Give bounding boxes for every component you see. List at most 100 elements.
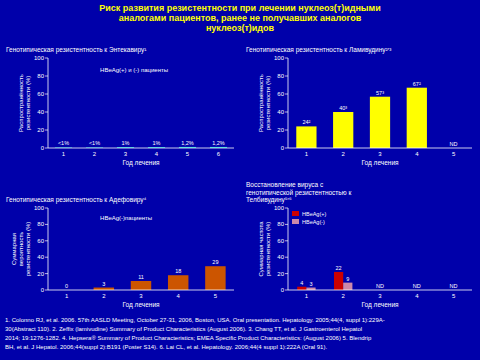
x-tick-label: 4 <box>155 151 159 157</box>
x-axis <box>48 148 234 149</box>
x-tick-label: 5 <box>452 151 456 157</box>
y-axis-label: резистентности (%) <box>265 76 271 130</box>
panel: Генотипическая резистентность к Ламивуди… <box>246 46 472 167</box>
y-axis-label: Суммарная <box>11 233 17 265</box>
bars <box>297 272 352 290</box>
bars <box>94 266 226 290</box>
y-tick-label: 60 <box>277 238 284 244</box>
x-tick-label: 5 <box>186 151 190 157</box>
y-tick-label: 100 <box>274 205 285 211</box>
annotation: HBeAg(-)пациенты <box>100 215 152 221</box>
y-tick <box>45 208 48 209</box>
y-axis-label: резистентности (%) <box>265 222 271 276</box>
figure-title: аналогами пациентов, ранее не получавших… <box>119 13 362 23</box>
data-label: ND <box>450 141 458 147</box>
x-tick-label: 5 <box>214 293 218 299</box>
data-label: 57³ <box>376 90 384 96</box>
y-tick <box>285 58 288 59</box>
y-tick-label: 100 <box>274 55 285 61</box>
y-axis-label: резистентности (%) <box>25 76 31 130</box>
x-tick-label: 3 <box>378 293 382 299</box>
x-axis-label: Год лечения <box>361 159 399 167</box>
y-axis <box>288 58 289 148</box>
y-tick-label: 80 <box>277 73 284 79</box>
x-axis-label: Год лечения <box>122 159 160 167</box>
y-tick <box>45 130 48 131</box>
y-tick-label: 100 <box>34 205 45 211</box>
footnote: BH, et al. J Hepatol. 2006;44(suppl 2):B… <box>5 344 327 350</box>
y-tick-label: 20 <box>277 271 284 277</box>
y-tick-label: 60 <box>37 238 44 244</box>
panel: Восстановление вируса сгенотипической ре… <box>246 181 472 309</box>
bar <box>334 272 343 290</box>
bar <box>343 283 352 290</box>
data-label: 29 <box>212 259 218 265</box>
x-tick-label: 5 <box>452 293 456 299</box>
bar <box>131 281 151 290</box>
data-label: 1,2% <box>181 140 194 146</box>
data-label: ND <box>450 283 458 289</box>
y-axis-label: Распространённость <box>18 74 24 132</box>
data-label: 40³ <box>339 105 347 111</box>
x-tick-label: 3 <box>139 293 143 299</box>
data-label: 67² <box>413 81 421 87</box>
panel-title: Генотипическая резистентность к Ламивуди… <box>246 46 392 54</box>
y-tick <box>45 58 48 59</box>
y-axis <box>288 208 289 290</box>
y-tick-label: 0 <box>41 145 45 151</box>
data-label: 22 <box>336 265 342 271</box>
data-label: 3 <box>309 281 312 287</box>
y-axis-label: вероятность <box>18 232 24 267</box>
y-tick-label: 60 <box>277 91 284 97</box>
y-tick <box>45 112 48 113</box>
data-labels: 03111829 <box>65 259 218 289</box>
panel-title: Генотипическая резистентность к Энтекави… <box>6 46 147 54</box>
legend-label: HBeAg(-) <box>302 219 325 225</box>
bars <box>296 88 427 148</box>
bar <box>205 266 225 290</box>
panel-title: Телбивудину⁵ʳ⁶ <box>246 196 292 204</box>
x-axis-label: Год лечения <box>361 301 399 309</box>
x-tick-label: 1 <box>305 293 309 299</box>
legend-label: HBeAg(+) <box>302 211 326 217</box>
x-tick-label: 1 <box>305 151 309 157</box>
x-tick-label: 1 <box>62 151 66 157</box>
data-labels: 24² 40³ 57³ 67² ND <box>302 81 457 147</box>
y-axis-label: резистентности (%) <box>25 222 31 276</box>
y-tick <box>45 257 48 258</box>
x-tick-label: 1 <box>65 293 69 299</box>
y-tick-label: 80 <box>37 221 44 227</box>
y-tick <box>45 240 48 241</box>
x-tick-label: 6 <box>217 151 221 157</box>
legend-swatch <box>292 219 299 224</box>
x-tick-label: 2 <box>93 151 97 157</box>
y-tick <box>285 76 288 77</box>
x-axis <box>288 290 472 291</box>
y-tick <box>285 130 288 131</box>
x-axis-label: Год лечения <box>122 301 160 309</box>
y-tick <box>285 112 288 113</box>
panel: Генотипическая резистентность к Адефовир… <box>6 196 234 309</box>
data-labels: <1%<1%1%1%1,2%1,2% <box>58 140 225 147</box>
y-tick <box>285 208 288 209</box>
data-label: ND <box>376 283 384 289</box>
y-tick <box>45 290 48 291</box>
data-label: 24² <box>302 119 310 125</box>
x-tick-label: 3 <box>378 151 382 157</box>
x-tick-label: 2 <box>102 293 106 299</box>
data-label: ND <box>413 283 421 289</box>
y-axis <box>48 208 49 290</box>
data-label: 4 <box>300 280 303 286</box>
y-tick <box>285 224 288 225</box>
y-axis-label: Распространённость <box>258 74 264 132</box>
x-tick-label: 4 <box>177 293 181 299</box>
y-tick-label: 100 <box>34 55 45 61</box>
bar <box>168 275 188 290</box>
y-axis <box>48 58 49 148</box>
y-tick <box>285 94 288 95</box>
y-tick-label: 0 <box>41 287 45 293</box>
y-tick <box>285 257 288 258</box>
figure-title: нуклеоз(т)идов <box>206 23 275 33</box>
data-label: 1% <box>153 140 161 146</box>
y-tick-label: 80 <box>277 221 284 227</box>
